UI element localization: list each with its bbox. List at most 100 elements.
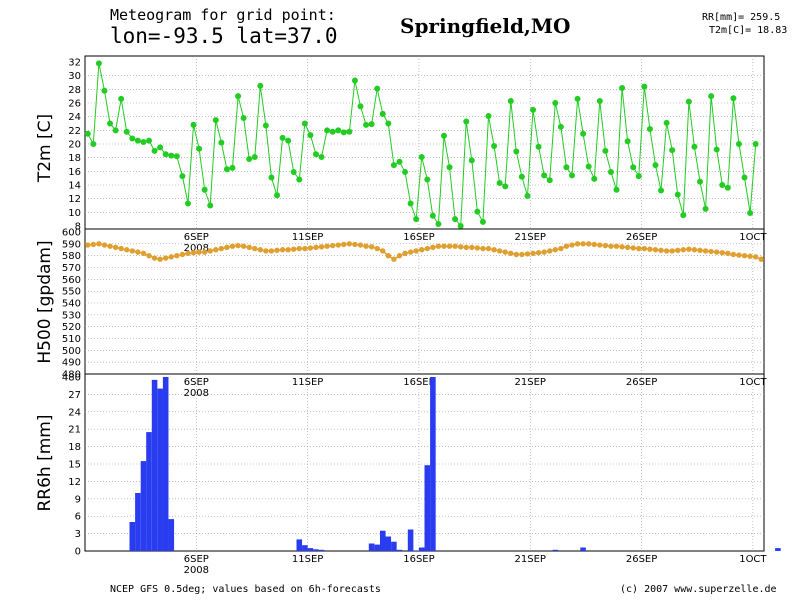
t2m-data-point	[724, 184, 731, 191]
t2m-data-point	[123, 128, 130, 135]
x-tick-label: 26SEP	[626, 232, 657, 243]
h500-data-point	[179, 251, 186, 258]
t2m-data-point	[435, 220, 442, 227]
x-tick-label: 21SEP	[515, 377, 546, 388]
t2m-data-point	[296, 176, 303, 183]
x-tick-label: 26SEP	[626, 554, 657, 565]
t2m-data-point	[312, 151, 319, 158]
t2m-data-point	[563, 164, 570, 171]
h500-data-point	[229, 243, 236, 249]
panel-rr6h	[84, 373, 781, 552]
t2m-data-point	[691, 143, 698, 150]
t2m-data-point	[685, 98, 692, 105]
t2m-data-point	[274, 192, 281, 199]
t2m-data-point	[346, 128, 353, 135]
x-tick-label: 6SEP	[184, 377, 209, 388]
h500-data-point	[652, 247, 659, 253]
t2m-data-point	[324, 127, 331, 134]
y-tick-label: 540	[62, 299, 81, 310]
rr6h-bar	[151, 379, 158, 551]
h500-data-point	[675, 247, 681, 254]
t2m-data-point	[641, 83, 648, 90]
y-tick-label: 12	[68, 194, 81, 205]
rr6h-bar	[318, 549, 325, 551]
y-tick-label: 16	[68, 167, 81, 178]
rr6h-bar	[391, 541, 397, 551]
t2m-data-point	[624, 138, 631, 145]
t2m-data-point	[513, 148, 520, 155]
h500-data-point	[636, 245, 642, 252]
meteogram-title-line1: Meteogram for grid point:	[110, 6, 336, 24]
rr6h-bar	[129, 522, 136, 551]
y-tick-label: 12	[68, 477, 81, 488]
t2m-data-point	[602, 147, 609, 154]
copyright-note: (c) 2007 www.superzelle.de	[620, 584, 777, 595]
h500-data-point	[151, 255, 158, 261]
h500-data-point	[736, 252, 742, 258]
t2m-data-point	[413, 216, 420, 223]
t2m-data-point	[173, 153, 180, 160]
h500-data-point	[641, 245, 648, 252]
t2m-data-point	[491, 143, 498, 150]
y-tick-label: 28	[68, 85, 81, 96]
h500-data-point	[124, 247, 130, 253]
t2m-data-point	[474, 208, 481, 215]
x-tick-label: 6SEP	[184, 232, 209, 243]
t2m-data-point	[752, 141, 759, 147]
t2m-data-point	[268, 174, 275, 181]
x-tick-label: 16SEP	[403, 554, 434, 565]
x-tick-label: 1OCT	[739, 377, 767, 388]
h500-data-point	[352, 241, 358, 248]
x-year-label: 2008	[184, 388, 209, 399]
t2m-data-point	[546, 177, 553, 184]
t2m-data-point	[552, 100, 559, 106]
h500-data-point	[541, 249, 547, 255]
y-axis-label: H500 [gpdam]	[35, 240, 55, 363]
h500-data-point	[558, 245, 564, 252]
t2m-data-point	[374, 85, 381, 92]
h500-data-point	[752, 254, 759, 260]
y-tick-label: 600	[62, 228, 81, 239]
h500-data-point	[201, 249, 208, 255]
x-tick-label: 6SEP	[184, 554, 209, 565]
t2m-data-point	[702, 205, 709, 212]
y-tick-label: 18	[68, 153, 81, 164]
t2m-data-point	[140, 138, 147, 145]
h500-data-point	[669, 248, 675, 254]
h500-data-point	[513, 251, 520, 258]
y-tick-label: 32	[68, 58, 81, 69]
location-name: Springfield,MO	[400, 14, 571, 38]
h500-data-point	[274, 247, 280, 254]
t2m-data-point	[357, 103, 364, 110]
h500-data-point	[335, 242, 341, 248]
h500-data-point	[368, 244, 375, 250]
h500-data-point	[585, 241, 592, 247]
t2m-data-point	[251, 153, 258, 160]
t2m-data-point	[90, 141, 97, 147]
t2m-data-point	[457, 223, 464, 229]
t2m-data-point	[396, 158, 403, 165]
t2m-data-point	[134, 137, 141, 144]
t2m-data-point	[619, 84, 626, 91]
rr6h-bar	[418, 547, 425, 551]
y-tick-label: 18	[68, 442, 81, 453]
y-tick-label: 550	[62, 287, 81, 298]
rr6h-bar	[162, 377, 169, 551]
h500-data-point	[446, 243, 453, 249]
rr6h-bar	[140, 461, 147, 551]
x-tick-label: 11SEP	[292, 377, 323, 388]
h500-data-point	[663, 248, 670, 254]
h500-data-point	[235, 242, 241, 249]
t2m-data-point	[207, 202, 214, 209]
t2m-data-point	[335, 127, 342, 134]
rr6h-bar	[168, 519, 175, 551]
h500-data-point	[491, 247, 497, 253]
rain-total-summary: RR[mm]= 259.5	[702, 12, 781, 23]
y-tick-label: 3	[75, 529, 81, 540]
h500-data-point	[307, 245, 314, 251]
x-tick-label: 16SEP	[403, 377, 434, 388]
t2m-data-point	[146, 137, 153, 144]
t2m-data-point	[446, 164, 453, 171]
h500-data-point	[318, 244, 325, 250]
x-tick-label: 1OCT	[739, 232, 767, 243]
